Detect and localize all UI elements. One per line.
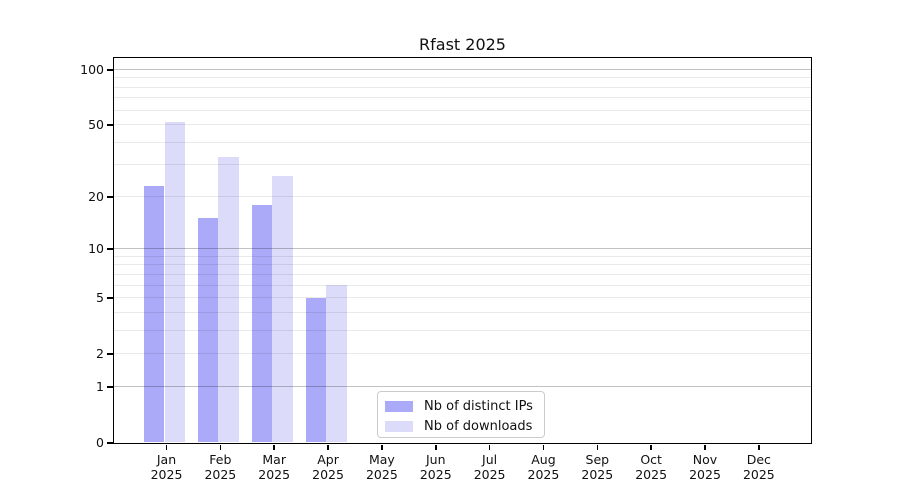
y-axis-tick-mark bbox=[107, 353, 113, 355]
y-axis-tick-mark bbox=[107, 386, 113, 388]
gridline-y-90 bbox=[113, 77, 811, 79]
x-axis-label-jul: Jul 2025 bbox=[473, 452, 506, 482]
gridline-y-80 bbox=[113, 86, 811, 88]
gridline-y-4 bbox=[113, 311, 811, 313]
y-axis-tick-mark bbox=[107, 297, 113, 299]
x-axis-label-may: May 2025 bbox=[365, 452, 398, 482]
bar-mar-distinct-ips bbox=[251, 204, 272, 443]
gridline-y-30 bbox=[113, 164, 811, 166]
x-axis-tick-mark bbox=[704, 444, 706, 450]
gridline-y-5 bbox=[113, 297, 811, 299]
x-axis-label-mar: Mar 2025 bbox=[258, 452, 291, 482]
legend-item-downloads: Nb of downloads bbox=[385, 416, 544, 436]
bar-jan-downloads bbox=[164, 121, 185, 443]
legend-label-distinct-ips: Nb of distinct IPs bbox=[424, 398, 533, 414]
x-axis-label-oct: Oct 2025 bbox=[635, 452, 668, 482]
y-axis-tick-label-5: 5 bbox=[96, 290, 104, 306]
legend-swatch-distinct-ips bbox=[385, 400, 413, 412]
x-axis-tick-mark bbox=[596, 444, 599, 450]
x-axis-tick-mark bbox=[273, 444, 275, 450]
bar-apr-distinct-ips bbox=[305, 297, 326, 443]
bar-jan-distinct-ips bbox=[144, 185, 164, 443]
gridline-y-10 bbox=[113, 248, 811, 250]
y-axis-tick-label-100: 100 bbox=[80, 62, 104, 77]
x-axis-label-sep: Sep 2025 bbox=[581, 452, 614, 482]
gridline-y-8 bbox=[113, 264, 811, 266]
gridline-y-70 bbox=[113, 97, 811, 99]
x-axis-tick-mark bbox=[165, 444, 168, 450]
y-axis-tick-label-20: 20 bbox=[88, 188, 104, 204]
y-axis-tick-mark bbox=[107, 124, 113, 126]
bar-apr-downloads bbox=[326, 285, 347, 443]
legend-item-distinct-ips: Nb of distinct IPs bbox=[385, 396, 544, 416]
y-axis-tick-mark bbox=[107, 442, 113, 444]
x-axis-label-apr: Apr 2025 bbox=[312, 452, 344, 482]
y-axis-tick-label-0: 0 bbox=[96, 435, 104, 450]
y-axis-tick-mark bbox=[107, 69, 113, 71]
y-axis-tick-label-50: 50 bbox=[88, 117, 104, 133]
legend: Nb of distinct IPs Nb of downloads bbox=[377, 391, 545, 438]
y-axis-tick-label-1: 1 bbox=[96, 378, 104, 394]
y-axis-tick-mark bbox=[107, 248, 113, 250]
y-axis-tick-label-10: 10 bbox=[88, 241, 104, 257]
gridline-y-2 bbox=[113, 353, 811, 355]
gridline-y-100 bbox=[113, 69, 811, 70]
x-axis-tick-mark bbox=[219, 444, 222, 450]
y-axis-tick-mark bbox=[107, 196, 113, 198]
x-axis-tick-mark bbox=[435, 444, 437, 450]
x-axis-tick-mark bbox=[542, 444, 545, 450]
x-axis-tick-mark bbox=[650, 444, 652, 450]
gridline-y-6 bbox=[113, 284, 811, 286]
plot-area bbox=[112, 56, 812, 444]
gridline-y-1 bbox=[113, 385, 811, 387]
legend-label-downloads: Nb of downloads bbox=[424, 418, 533, 434]
x-axis-tick-mark bbox=[381, 444, 383, 450]
bar-mar-downloads bbox=[272, 176, 293, 443]
legend-swatch-downloads bbox=[385, 420, 413, 432]
gridline-y-20 bbox=[113, 195, 811, 197]
x-axis-label-dec: Dec 2025 bbox=[742, 452, 775, 482]
x-axis-label-aug: Aug 2025 bbox=[527, 452, 560, 482]
gridline-y-9 bbox=[113, 255, 811, 257]
x-axis-tick-mark bbox=[327, 444, 329, 450]
gridlines-layer bbox=[113, 58, 811, 443]
x-axis-tick-mark bbox=[758, 444, 760, 450]
bar-feb-downloads bbox=[218, 157, 239, 443]
gridline-y-7 bbox=[113, 273, 811, 275]
x-axis-label-nov: Nov 2025 bbox=[689, 452, 721, 482]
bars-layer bbox=[114, 58, 811, 443]
gridline-y-3 bbox=[113, 329, 811, 331]
bar-feb-distinct-ips bbox=[197, 218, 218, 443]
chart-title: Rfast 2025 bbox=[419, 35, 506, 54]
x-axis-label-feb: Feb 2025 bbox=[204, 452, 237, 482]
gridline-y-40 bbox=[113, 141, 811, 143]
gridline-y-60 bbox=[113, 109, 811, 111]
x-axis-label-jan: Jan 2025 bbox=[150, 452, 183, 482]
gridline-y-50 bbox=[113, 124, 811, 126]
x-axis-tick-mark bbox=[488, 444, 491, 450]
y-axis-tick-label-2: 2 bbox=[96, 346, 104, 362]
x-axis-label-jun: Jun 2025 bbox=[419, 452, 452, 482]
